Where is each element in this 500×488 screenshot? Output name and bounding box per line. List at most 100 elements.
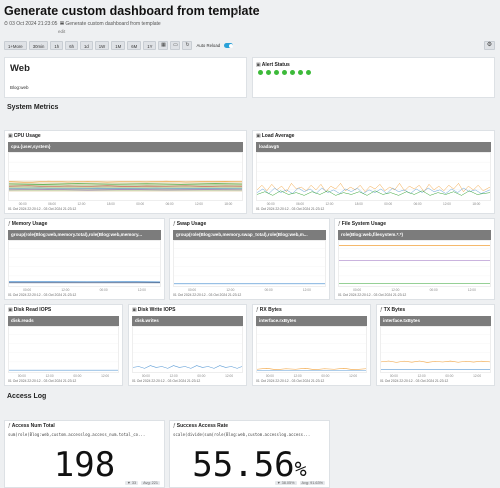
chart-icon: ▣: [8, 307, 13, 313]
disk-read-time-range: 01 Oct 2024 22:20:12 - 03 Oct 2024 21:23…: [8, 379, 77, 383]
access-num-footer: ▼ 33 Avg: 221: [125, 481, 160, 485]
x-tick: 12:00: [137, 288, 146, 292]
calendar-icon[interactable]: ▦: [158, 41, 169, 50]
chart-icon: ƒ: [256, 307, 259, 313]
chart-icon: ƒ: [338, 221, 341, 227]
dashboard-description: Generate custom dashboard from template: [65, 21, 161, 27]
alert-status-dot[interactable]: [298, 70, 303, 75]
success-rate-panel: ƒSuccess Access Rate scale(divide(sum(ro…: [169, 420, 330, 488]
x-tick: 12:00: [77, 202, 86, 206]
range-30min-button[interactable]: 30min: [28, 41, 49, 50]
x-tick: 12:00: [417, 374, 426, 378]
dashboard-meta: ⏱ 03 Oct 2024 21:23:05 ▤ Generate custom…: [4, 21, 161, 27]
success-rate-delta-value: 38.05%: [281, 481, 295, 485]
settings-gear-icon[interactable]: ⚙: [484, 41, 495, 50]
range-6m-button[interactable]: 6M: [127, 41, 142, 50]
range-1d-button[interactable]: 1d: [79, 41, 93, 50]
filesystem-graph[interactable]: [338, 240, 491, 287]
alert-status-dot[interactable]: [290, 70, 295, 75]
memory-x-axis: 00:00 12:00 00:00 12:00: [8, 288, 161, 292]
alert-status-dot[interactable]: [306, 70, 311, 75]
swap-usage-panel: ƒSwap Usage group(role(Blog:web,memory.s…: [169, 218, 330, 300]
memory-usage-panel: ƒMemory Usage group(role(Blog:web,memory…: [4, 218, 165, 300]
swap-usage-title: Swap Usage: [176, 221, 207, 227]
auto-reload-toggle[interactable]: [224, 43, 234, 48]
x-tick: 06:00: [413, 202, 422, 206]
rx-bytes-query: interface.rxBytes: [256, 316, 367, 326]
memory-query: group(role(Blog:web,memory.total),role(B…: [8, 230, 161, 240]
page-title: Generate custom dashboard from template: [4, 4, 260, 18]
web-title: Web: [10, 63, 30, 74]
comment-icon[interactable]: ▭: [170, 41, 181, 50]
memory-graph[interactable]: [8, 240, 161, 287]
x-tick: 06:00: [48, 202, 57, 206]
swap-query: group(role(Blog:web,memory.swap_total),r…: [173, 230, 326, 240]
access-num-panel: ƒAccess Num Total sum(role(Blog:web,cust…: [4, 420, 165, 488]
x-tick: 00:00: [353, 288, 362, 292]
clock-icon: ⏱: [4, 21, 8, 27]
success-rate-footer: ▼ 38.05% Avg: 91.63%: [274, 481, 325, 485]
rx-bytes-graph[interactable]: [256, 326, 367, 373]
swap-time-range: 01 Oct 2024 22:20:12 - 03 Oct 2024 21:23…: [173, 293, 242, 297]
disk-read-title: Disk Read IOPS: [13, 307, 52, 313]
favorite-star-icon[interactable]: ☆: [233, 4, 244, 18]
x-tick: 12:00: [325, 202, 334, 206]
range-1m-button[interactable]: 1M: [111, 41, 126, 50]
x-tick: 12:00: [302, 288, 311, 292]
load-average-title: Load Average: [261, 133, 295, 139]
load-query: loadavg5: [256, 142, 491, 152]
success-rate-value: 55.56: [192, 445, 295, 485]
system-metrics-heading: System Metrics: [7, 104, 59, 111]
x-tick: 00:00: [265, 374, 274, 378]
x-tick: 00:00: [445, 374, 454, 378]
chart-icon: ƒ: [173, 221, 176, 227]
disk-read-graph[interactable]: [8, 326, 119, 373]
tx-bytes-panel: ƒTX Bytes interface.txBytes 00:00 12:00 00…: [376, 304, 495, 386]
range-6h-button[interactable]: 6h: [65, 41, 78, 50]
rx-bytes-x-axis: 00:00 12:00 00:00 12:00: [256, 374, 367, 378]
load-graph[interactable]: [256, 152, 491, 201]
alert-status-title: Alert Status: [261, 62, 290, 68]
x-tick: 00:00: [429, 288, 438, 292]
cpu-graph[interactable]: [8, 152, 243, 201]
cpu-query: cpu.{user,system}: [8, 142, 243, 152]
disk-read-panel: ▣Disk Read IOPS disk.reads 00:00 12:00 00:…: [4, 304, 123, 386]
filesystem-time-range: 01 Oct 2024 22:20:12 - 03 Oct 2024 21:23…: [338, 293, 407, 297]
filesystem-query: role(Blog:web,filesystem.*.*): [338, 230, 491, 240]
chart-icon: ƒ: [8, 423, 11, 429]
alert-status-dot[interactable]: [282, 70, 287, 75]
alert-status-panel: ▣Alert Status: [252, 57, 495, 98]
success-rate-avg: Avg: 91.63%: [299, 481, 325, 485]
alert-status-dots: [258, 70, 311, 75]
tx-bytes-graph[interactable]: [380, 326, 491, 373]
range-1w-button[interactable]: 1W: [94, 41, 110, 50]
rx-bytes-time-range: 01 Oct 2024 22:20:12 - 03 Oct 2024 21:23…: [256, 379, 325, 383]
x-tick: 00:00: [384, 202, 393, 206]
memory-usage-title: Memory Usage: [11, 221, 48, 227]
x-tick: 12:00: [169, 374, 178, 378]
more-range-button[interactable]: 1+More: [4, 41, 27, 50]
cpu-time-range: 01 Oct 2024 22:20:12 - 03 Oct 2024 21:23…: [8, 207, 77, 211]
access-num-value: 198: [53, 445, 116, 485]
reload-icon[interactable]: ↻: [182, 41, 193, 50]
edit-link[interactable]: edit: [58, 29, 66, 34]
load-time-range: 01 Oct 2024 22:20:12 - 03 Oct 2024 21:23…: [256, 207, 325, 211]
memory-time-range: 01 Oct 2024 22:20:12 - 03 Oct 2024 21:23…: [8, 293, 77, 297]
range-1y-button[interactable]: 1Y: [143, 41, 157, 50]
swap-graph[interactable]: [173, 240, 326, 287]
chart-icon: ▣: [8, 133, 13, 139]
alert-status-dot[interactable]: [274, 70, 279, 75]
cpu-usage-title: CPU Usage: [13, 133, 41, 139]
x-tick: 00:00: [73, 374, 82, 378]
disk-write-query: disk.writes: [132, 316, 243, 326]
x-tick: 00:00: [389, 374, 398, 378]
disk-write-graph[interactable]: [132, 326, 243, 373]
x-tick: 18:00: [224, 202, 233, 206]
web-role: Blog:web: [10, 85, 29, 90]
range-1h-button[interactable]: 1h: [50, 41, 64, 50]
alert-status-dot[interactable]: [258, 70, 263, 75]
alert-status-dot[interactable]: [266, 70, 271, 75]
swap-x-axis: 00:00 12:00 00:00 12:00: [173, 288, 326, 292]
cpu-x-axis: 00:00 06:00 12:00 18:00 00:00 06:00 12:00 18:00: [8, 202, 243, 206]
filesystem-x-axis: 00:00 12:00 00:00 12:00: [338, 288, 491, 292]
